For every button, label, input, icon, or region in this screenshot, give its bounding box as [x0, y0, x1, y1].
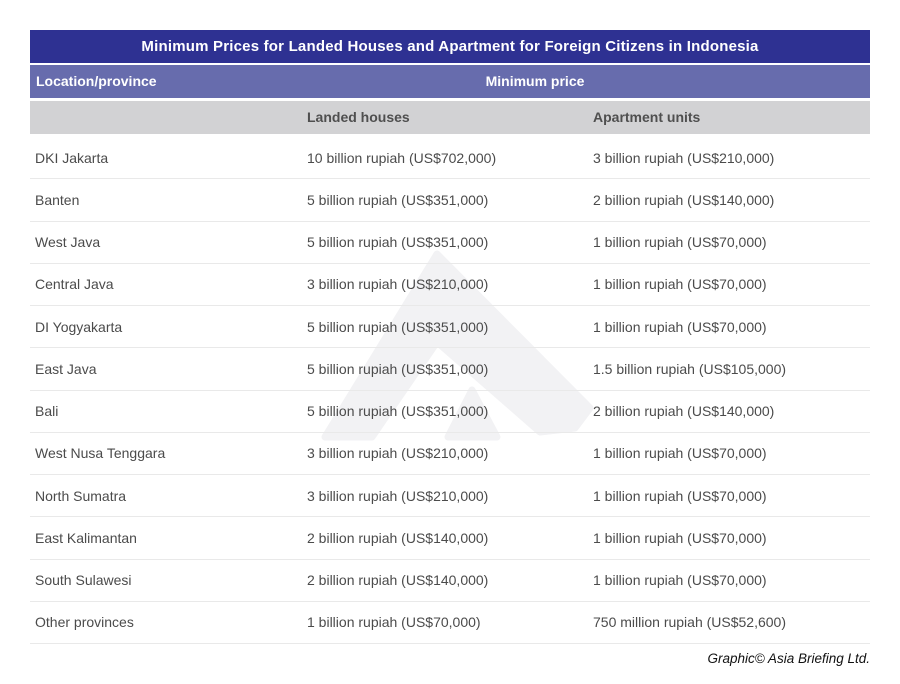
- cell-location: South Sulawesi: [35, 572, 132, 589]
- cell-location: West Nusa Tenggara: [35, 445, 166, 462]
- column-header-row: Landed houses Apartment units: [30, 101, 870, 134]
- cell-landed-price: 5 billion rupiah (US$351,000): [307, 234, 489, 251]
- cell-apartment-price: 1 billion rupiah (US$70,000): [593, 234, 767, 251]
- table-row: South Sulawesi 2 billion rupiah (US$140,…: [30, 560, 870, 602]
- asia-briefing-logo-watermark-icon: [321, 250, 594, 441]
- cell-landed-price: 10 billion rupiah (US$702,000): [307, 149, 497, 166]
- table-row: Central Java 3 billion rupiah (US$210,00…: [30, 264, 870, 306]
- table-row: North Sumatra 3 billion rupiah (US$210,0…: [30, 475, 870, 518]
- cell-landed-price: 1 billion rupiah (US$70,000): [307, 614, 481, 631]
- column-header-landed: Landed houses: [307, 109, 410, 125]
- cell-location: DI Yogyakarta: [35, 318, 123, 335]
- cell-landed-price: 5 billion rupiah (US$351,000): [307, 360, 489, 377]
- table-body: DKI Jakarta 10 billion rupiah (US$702,00…: [30, 137, 870, 644]
- row-header-label: Location/province: [36, 73, 157, 89]
- cell-location: East Java: [35, 360, 97, 377]
- table-row: DI Yogyakarta 5 billion rupiah (US$351,0…: [30, 306, 870, 349]
- cell-location: Bali: [35, 403, 59, 420]
- cell-landed-price: 5 billion rupiah (US$351,000): [307, 191, 489, 208]
- table-row: Other provinces 1 billion rupiah (US$70,…: [30, 602, 870, 644]
- cell-apartment-price: 1 billion rupiah (US$70,000): [593, 572, 767, 589]
- cell-location: Banten: [35, 191, 80, 208]
- cell-location: DKI Jakarta: [35, 149, 109, 166]
- cell-apartment-price: 3 billion rupiah (US$210,000): [593, 149, 775, 166]
- cell-location: Other provinces: [35, 614, 134, 631]
- cell-apartment-price: 2 billion rupiah (US$140,000): [593, 191, 775, 208]
- cell-location: North Sumatra: [35, 487, 127, 504]
- cell-landed-price: 5 billion rupiah (US$351,000): [307, 403, 489, 420]
- table-row: Bali 5 billion rupiah (US$351,000) 2 bil…: [30, 391, 870, 433]
- table-row: West Java 5 billion rupiah (US$351,000) …: [30, 222, 870, 264]
- cell-landed-price: 3 billion rupiah (US$210,000): [307, 276, 489, 293]
- cell-landed-price: 3 billion rupiah (US$210,000): [307, 445, 489, 462]
- table-row: Banten 5 billion rupiah (US$351,000) 2 b…: [30, 179, 870, 222]
- cell-apartment-price: 1 billion rupiah (US$70,000): [593, 276, 767, 293]
- column-header-apartment: Apartment units: [593, 109, 701, 125]
- cell-landed-price: 2 billion rupiah (US$140,000): [307, 529, 489, 546]
- table-row: DKI Jakarta 10 billion rupiah (US$702,00…: [30, 137, 870, 180]
- group-header-row: Location/province Minimum price: [30, 65, 870, 98]
- cell-location: East Kalimantan: [35, 529, 137, 546]
- cell-landed-price: 2 billion rupiah (US$140,000): [307, 572, 489, 589]
- graphic-credit: Graphic© Asia Briefing Ltd.: [707, 651, 870, 666]
- cell-apartment-price: 2 billion rupiah (US$140,000): [593, 403, 775, 420]
- table-title: Minimum Prices for Landed Houses and Apa…: [141, 38, 759, 55]
- column-group-header: Minimum price: [485, 73, 585, 89]
- price-table: Minimum Prices for Landed Houses and Apa…: [30, 30, 870, 644]
- cell-landed-price: 5 billion rupiah (US$351,000): [307, 318, 489, 335]
- cell-apartment-price: 1.5 billion rupiah (US$105,000): [593, 360, 787, 377]
- cell-landed-price: 3 billion rupiah (US$210,000): [307, 487, 489, 504]
- cell-location: West Java: [35, 234, 101, 251]
- table-row: East Java 5 billion rupiah (US$351,000) …: [30, 348, 870, 391]
- cell-apartment-price: 1 billion rupiah (US$70,000): [593, 445, 767, 462]
- table-row: West Nusa Tenggara 3 billion rupiah (US$…: [30, 433, 870, 475]
- cell-apartment-price: 1 billion rupiah (US$70,000): [593, 487, 767, 504]
- table-title-bar: Minimum Prices for Landed Houses and Apa…: [30, 30, 870, 63]
- table-row: East Kalimantan 2 billion rupiah (US$140…: [30, 517, 870, 560]
- cell-apartment-price: 1 billion rupiah (US$70,000): [593, 529, 767, 546]
- cell-location: Central Java: [35, 276, 114, 293]
- cell-apartment-price: 750 million rupiah (US$52,600): [593, 614, 786, 631]
- cell-apartment-price: 1 billion rupiah (US$70,000): [593, 318, 767, 335]
